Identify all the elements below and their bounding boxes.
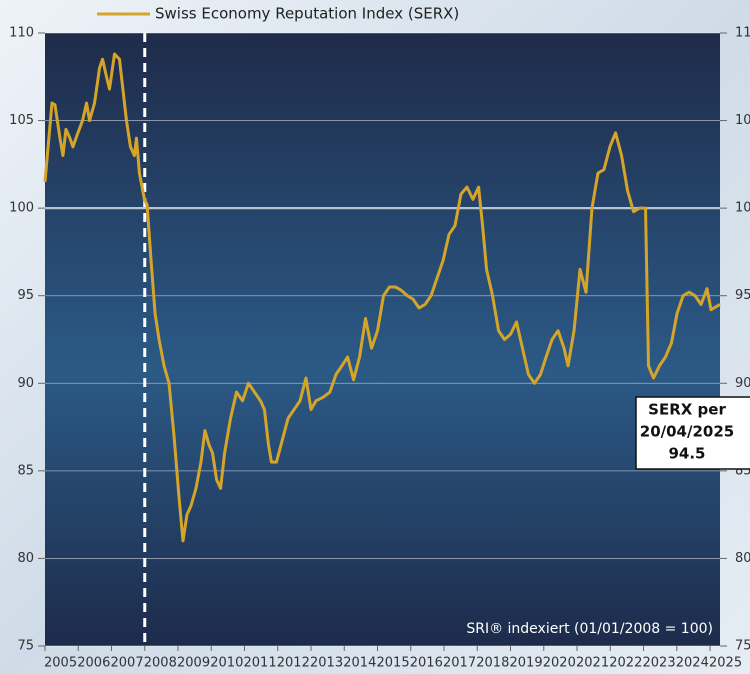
annotation-box [635, 396, 750, 470]
x-tick-label: 2018 [476, 656, 509, 671]
x-tick-label: 2008 [144, 656, 177, 671]
y-tick-label: 105 [9, 113, 34, 128]
x-tick-label: 2015 [377, 656, 410, 671]
annotation-text: 94.5 [668, 445, 705, 463]
y2-tick-label: 110 [735, 26, 750, 41]
y2-tick-label: 90 [735, 376, 750, 391]
x-tick-label: 2016 [410, 656, 443, 671]
y-tick-label: 75 [17, 639, 34, 654]
y2-tick-label: 95 [735, 288, 750, 303]
y2-tick-label: 80 [735, 551, 750, 566]
y2-tick-label: 75 [735, 639, 750, 654]
x-tick-label: 2014 [343, 656, 376, 671]
y-tick-label: 100 [9, 201, 34, 216]
x-tick-label: 2005 [44, 656, 77, 671]
annotation-text: 20/04/2025 [640, 423, 734, 441]
x-tick-label: 2023 [643, 656, 676, 671]
x-tick-label: 2017 [443, 656, 476, 671]
y2-tick-label: 105 [735, 113, 750, 128]
y-tick-label: 110 [9, 26, 34, 41]
x-tick-label: 2019 [510, 656, 543, 671]
x-tick-label: 2010 [210, 656, 243, 671]
legend-label: Swiss Economy Reputation Index (SERX) [155, 5, 459, 23]
annotation-text: SERX per [648, 401, 726, 419]
y-tick-label: 85 [17, 463, 34, 478]
x-tick-label: 2011 [244, 656, 277, 671]
x-tick-label: 2012 [277, 656, 310, 671]
y2-tick-label: 100 [735, 201, 750, 216]
series-line [43, 52, 721, 543]
x-tick-label: 2020 [543, 656, 576, 671]
x-tick-label: 2009 [177, 656, 210, 671]
x-tick-label: 2013 [310, 656, 343, 671]
x-tick-label: 2021 [576, 656, 609, 671]
x-tick-label: 2022 [609, 656, 642, 671]
y-tick-label: 95 [17, 288, 34, 303]
y-tick-label: 90 [17, 376, 34, 391]
x-tick-label: 2007 [111, 656, 144, 671]
y-tick-label: 80 [17, 551, 34, 566]
plot-area [45, 33, 720, 646]
x-tick-label: 2025 [709, 656, 742, 671]
x-tick-label: 2024 [676, 656, 709, 671]
footnote: SRI® indexiert (01/01/2008 = 100) [466, 621, 713, 637]
x-tick-label: 2006 [77, 656, 110, 671]
